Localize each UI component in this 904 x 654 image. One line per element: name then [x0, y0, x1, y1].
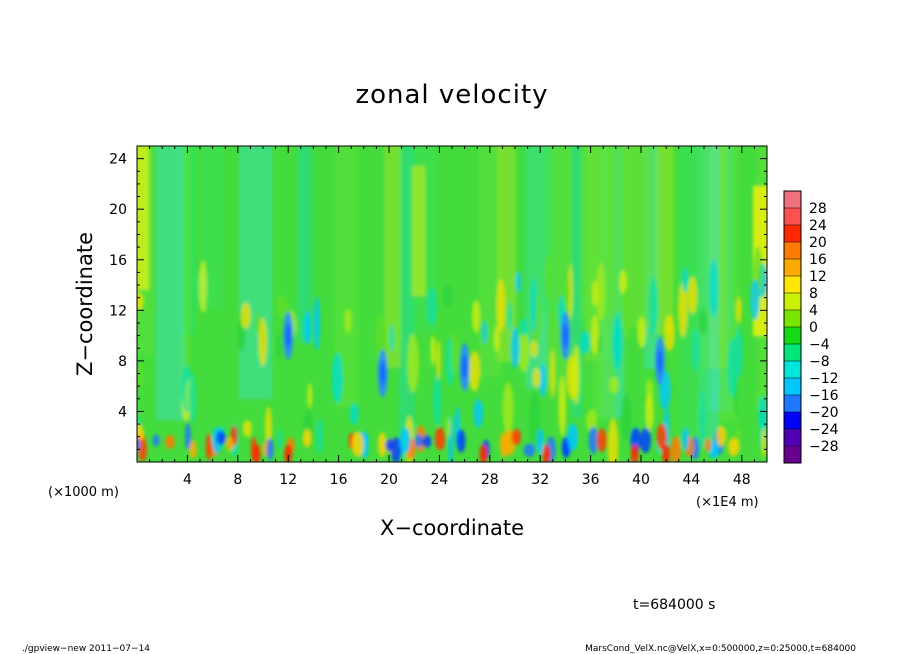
y-axis: 4 8 12 16 20 24	[109, 152, 767, 450]
colorbar-label: 12	[809, 269, 827, 285]
time-stamp: t=684000 s	[633, 597, 715, 613]
y-tick-label: 12	[109, 303, 127, 319]
x-axis-unit: (×1E4 m)	[696, 495, 759, 510]
y-axis-label: Z−coordinate	[73, 232, 97, 376]
y-axis-unit: (×1000 m)	[48, 485, 119, 500]
colorbar-swatch	[784, 208, 801, 226]
x-tick-label: 36	[582, 472, 600, 488]
x-tick-label: 16	[330, 472, 348, 488]
y-tick-label: 20	[109, 202, 127, 218]
y-tick-label: 16	[109, 253, 127, 269]
colorbar-label: 20	[809, 235, 827, 251]
x-tick-label: 48	[733, 472, 751, 488]
x-tick-label: 24	[430, 472, 448, 488]
x-tick-label: 44	[682, 472, 700, 488]
footer-right: MarsCond_VelX.nc@VelX,x=0:500000,z=0:250…	[585, 644, 856, 654]
y-tick-label: 8	[118, 354, 127, 370]
colorbar-swatch	[784, 259, 801, 277]
chart-title: zonal velocity	[355, 80, 548, 110]
colorbar-swatch	[784, 327, 801, 345]
colorbar-swatch	[784, 293, 801, 311]
colorbar-swatch	[784, 395, 801, 413]
x-tick-label: 40	[632, 472, 650, 488]
x-tick-label: 28	[481, 472, 499, 488]
y-tick-label: 24	[109, 152, 127, 168]
colorbar-label: −8	[809, 354, 830, 370]
colorbar-swatch	[784, 378, 801, 396]
colorbar-swatch	[784, 242, 801, 260]
x-tick-label: 12	[279, 472, 297, 488]
colorbar-label: −28	[809, 439, 839, 455]
colorbar-label: −16	[809, 388, 839, 404]
colorbar-swatch	[784, 446, 801, 464]
colorbar-label: −20	[809, 405, 839, 421]
colorbar-label: 16	[809, 252, 827, 268]
colorbar-label: 24	[809, 218, 827, 234]
colorbar-swatch	[784, 429, 801, 447]
colorbar-swatch	[784, 344, 801, 362]
colorbar-label: 28	[809, 201, 827, 217]
x-tick-label: 32	[531, 472, 549, 488]
footer-left: ./gpview−new 2011−07−14	[22, 644, 150, 654]
colorbar-swatch	[784, 361, 801, 379]
x-axis: 4 8 12 16 20 24 28 32 36 40 44 48	[149, 146, 755, 488]
colorbar-label: −4	[809, 337, 830, 353]
heatmap-field	[137, 146, 767, 462]
colorbar-swatch	[784, 310, 801, 328]
x-tick-label: 8	[233, 472, 242, 488]
colorbar-label: 0	[809, 320, 818, 336]
colorbar-swatch	[784, 276, 801, 294]
x-axis-label: X−coordinate	[380, 516, 524, 540]
x-tick-label: 4	[183, 472, 192, 488]
colorbar-label: 4	[809, 303, 818, 319]
colorbar-swatch	[784, 225, 801, 243]
colorbar-label: 8	[809, 286, 818, 302]
colorbar-label: −24	[809, 422, 839, 438]
colorbar-swatch	[784, 412, 801, 430]
y-tick-label: 4	[118, 404, 127, 420]
x-tick-label: 20	[380, 472, 398, 488]
colorbar-swatch	[784, 191, 801, 209]
colorbar-label: −12	[809, 371, 839, 387]
